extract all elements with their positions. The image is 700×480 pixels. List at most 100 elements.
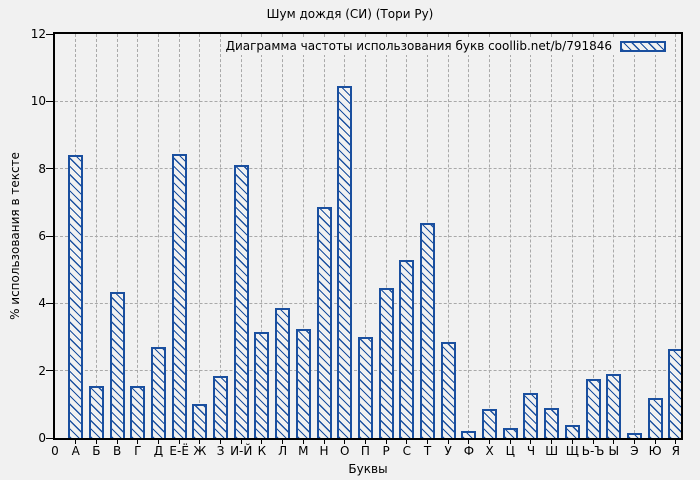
bar: [233, 165, 249, 438]
x-tick-label: Л: [278, 444, 288, 458]
y-tick-label: 12: [30, 27, 46, 41]
x-tick-label: Ч: [526, 444, 536, 458]
x-tick-mark: [157, 440, 159, 444]
bar: [337, 86, 353, 438]
plot-area: Диаграмма частоты использования букв coo…: [53, 32, 683, 440]
legend-label: Диаграмма частоты использования букв coo…: [225, 39, 612, 53]
x-tick-mark: [385, 440, 387, 444]
chart-title: Шум дождя (СИ) (Тори Ру): [266, 7, 434, 21]
x-tick-mark: [199, 440, 201, 444]
x-tick-mark: [261, 440, 263, 444]
x-tick-mark: [302, 440, 304, 444]
x-tick-mark: [675, 440, 677, 444]
y-tick-label: 10: [30, 94, 46, 109]
y-tick-label: 6: [38, 229, 46, 243]
y-tick-label: 4: [38, 296, 46, 311]
bar: [150, 347, 166, 438]
x-tick-label: И-Й: [230, 444, 253, 458]
bar: [213, 376, 229, 438]
legend-swatch-icon: [620, 40, 666, 52]
x-tick-label: Х: [485, 444, 494, 458]
bar: [419, 223, 435, 438]
x-tick-label: Я: [671, 444, 680, 458]
x-tick-label: Ж: [193, 444, 207, 458]
x-tick-mark: [530, 440, 532, 444]
x-tick-label: С: [402, 444, 411, 458]
x-tick-label: Ь-Ъ: [581, 444, 605, 458]
bar: [482, 409, 498, 438]
bar: [647, 398, 663, 438]
x-tick-label: М: [298, 444, 309, 458]
x-tick-label: Ш: [545, 444, 559, 458]
x-tick-label: Ы: [608, 444, 620, 458]
legend: Диаграмма частоты использования букв coo…: [222, 37, 669, 55]
x-axis-label: Буквы: [348, 462, 388, 476]
bar: [130, 386, 146, 438]
x-tick-mark: [323, 440, 325, 444]
x-tick-mark: [426, 440, 428, 444]
x-tick-mark: [551, 440, 553, 444]
x-tick-mark: [571, 440, 573, 444]
x-tick-label: К: [257, 444, 267, 458]
bar: [523, 393, 539, 438]
y-tick-mark: [46, 33, 53, 35]
x-tick-mark: [116, 440, 118, 444]
y-tick-mark: [46, 302, 53, 304]
x-tick-mark: [220, 440, 222, 444]
bar: [585, 379, 601, 438]
x-tick-mark: [406, 440, 408, 444]
x-tick-label: Р: [382, 444, 390, 458]
bar: [440, 342, 456, 438]
bar: [357, 337, 373, 438]
bar: [626, 433, 642, 438]
x-tick-label: У: [444, 444, 452, 458]
x-tick-label: В: [112, 444, 122, 458]
bar: [564, 425, 580, 438]
y-tick-label: 2: [38, 363, 46, 378]
x-tick-mark: [178, 440, 180, 444]
x-tick-mark: [344, 440, 346, 444]
bar: [461, 431, 477, 438]
x-tick-label: Г: [134, 444, 142, 458]
x-tick-label: П: [360, 444, 370, 458]
y-tick-label: 0: [38, 431, 46, 445]
y-tick-mark: [46, 235, 53, 237]
x-tick-label: Т: [423, 444, 432, 458]
x-tick-label: Ф: [463, 444, 475, 458]
bar: [192, 404, 208, 438]
grid-h-line: [55, 302, 681, 304]
bar: [275, 308, 291, 438]
x-tick-mark: [468, 440, 470, 444]
bar: [109, 292, 125, 438]
y-tick-mark: [46, 168, 53, 170]
bar: [399, 260, 415, 438]
y-tick-mark: [46, 437, 53, 439]
x-tick-label: Д: [153, 444, 164, 458]
bar: [254, 332, 270, 438]
grid-h-line: [55, 235, 681, 237]
x-tick-mark: [489, 440, 491, 444]
x-tick-mark: [282, 440, 284, 444]
bar: [378, 288, 394, 438]
x-tick-mark: [95, 440, 97, 444]
y-tick-label: 8: [38, 161, 46, 176]
x-tick-mark: [447, 440, 449, 444]
x-tick-mark: [364, 440, 366, 444]
bar: [295, 329, 311, 438]
x-tick-label: А: [71, 444, 80, 458]
x-tick-mark: [75, 440, 77, 444]
x-tick-mark: [613, 440, 615, 444]
x-tick-mark: [592, 440, 594, 444]
bar: [88, 386, 104, 438]
x-tick-label: Б: [92, 444, 101, 458]
x-tick-label: 0: [51, 444, 59, 458]
x-tick-label: Э: [630, 444, 639, 458]
x-tick-mark: [654, 440, 656, 444]
x-tick-mark: [240, 440, 242, 444]
x-tick-label: Е-Ё: [169, 444, 189, 458]
y-tick-mark: [46, 100, 53, 102]
x-tick-mark: [137, 440, 139, 444]
x-tick-mark: [633, 440, 635, 444]
grid-h-line: [55, 100, 681, 102]
